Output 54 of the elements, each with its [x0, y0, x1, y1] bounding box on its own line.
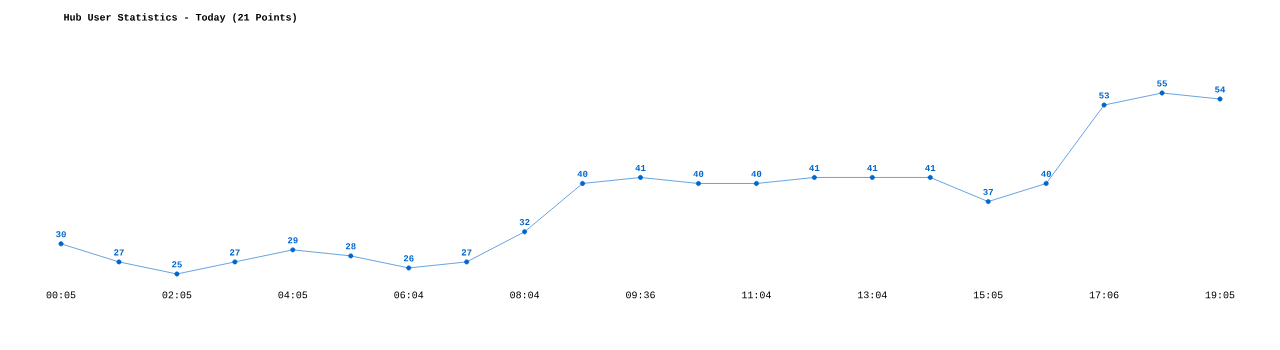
point: [174, 271, 180, 277]
point: [638, 174, 643, 180]
x-tick-label: 19:05: [1205, 291, 1235, 299]
data-label: 53: [1099, 92, 1110, 99]
data-label: 27: [114, 249, 124, 256]
chart-title: Hub User Statistics - Today (21 Points): [64, 13, 296, 23]
point: [116, 259, 122, 265]
point: [695, 180, 701, 186]
data-label: 41: [925, 165, 936, 171]
x-tick-label: 15:05: [973, 291, 1003, 299]
x-tick-label: 04:05: [278, 291, 308, 299]
point: [290, 247, 296, 253]
x-tick-label: 00:05: [46, 291, 76, 299]
point: [348, 253, 354, 259]
x-tick-label: 02:05: [162, 291, 192, 299]
data-label: 29: [287, 237, 298, 244]
data-label: 41: [867, 165, 878, 171]
x-tick-label: 11:04: [742, 291, 771, 299]
data-label: 40: [1041, 170, 1052, 177]
x-tick-label: 17:06: [1089, 291, 1119, 299]
point: [580, 180, 586, 186]
point: [1217, 96, 1223, 102]
point: [985, 199, 991, 205]
point: [464, 259, 470, 265]
point: [1159, 90, 1165, 96]
data-label: 28: [345, 243, 356, 250]
data-label: 41: [635, 165, 646, 171]
x-tick-label: 13:04: [858, 291, 887, 299]
data-label: 40: [693, 170, 704, 177]
data-label: 27: [230, 249, 240, 256]
data-label: 40: [577, 170, 588, 177]
point: [232, 259, 238, 265]
data-label: 27: [461, 249, 472, 256]
point: [811, 174, 817, 180]
data-label: 55: [1157, 80, 1167, 87]
x-tick-label: 08:04: [510, 291, 540, 299]
point: [1043, 180, 1049, 186]
data-label: 26: [403, 255, 414, 262]
data-label: 41: [809, 165, 820, 171]
data-label: 40: [751, 170, 762, 177]
x-tick-label: 09:36: [626, 291, 655, 299]
data-label: 30: [56, 231, 66, 238]
point: [1101, 102, 1107, 108]
x-tick-label: 06:04: [394, 291, 424, 299]
point: [753, 180, 759, 186]
point: [58, 241, 64, 247]
data-label: 54: [1215, 86, 1226, 93]
point: [869, 174, 875, 180]
point: [522, 229, 528, 235]
data-label: 32: [519, 219, 530, 226]
point: [927, 174, 933, 180]
data-label: 37: [983, 188, 993, 196]
point: [406, 265, 412, 271]
data-label: 25: [172, 261, 182, 268]
